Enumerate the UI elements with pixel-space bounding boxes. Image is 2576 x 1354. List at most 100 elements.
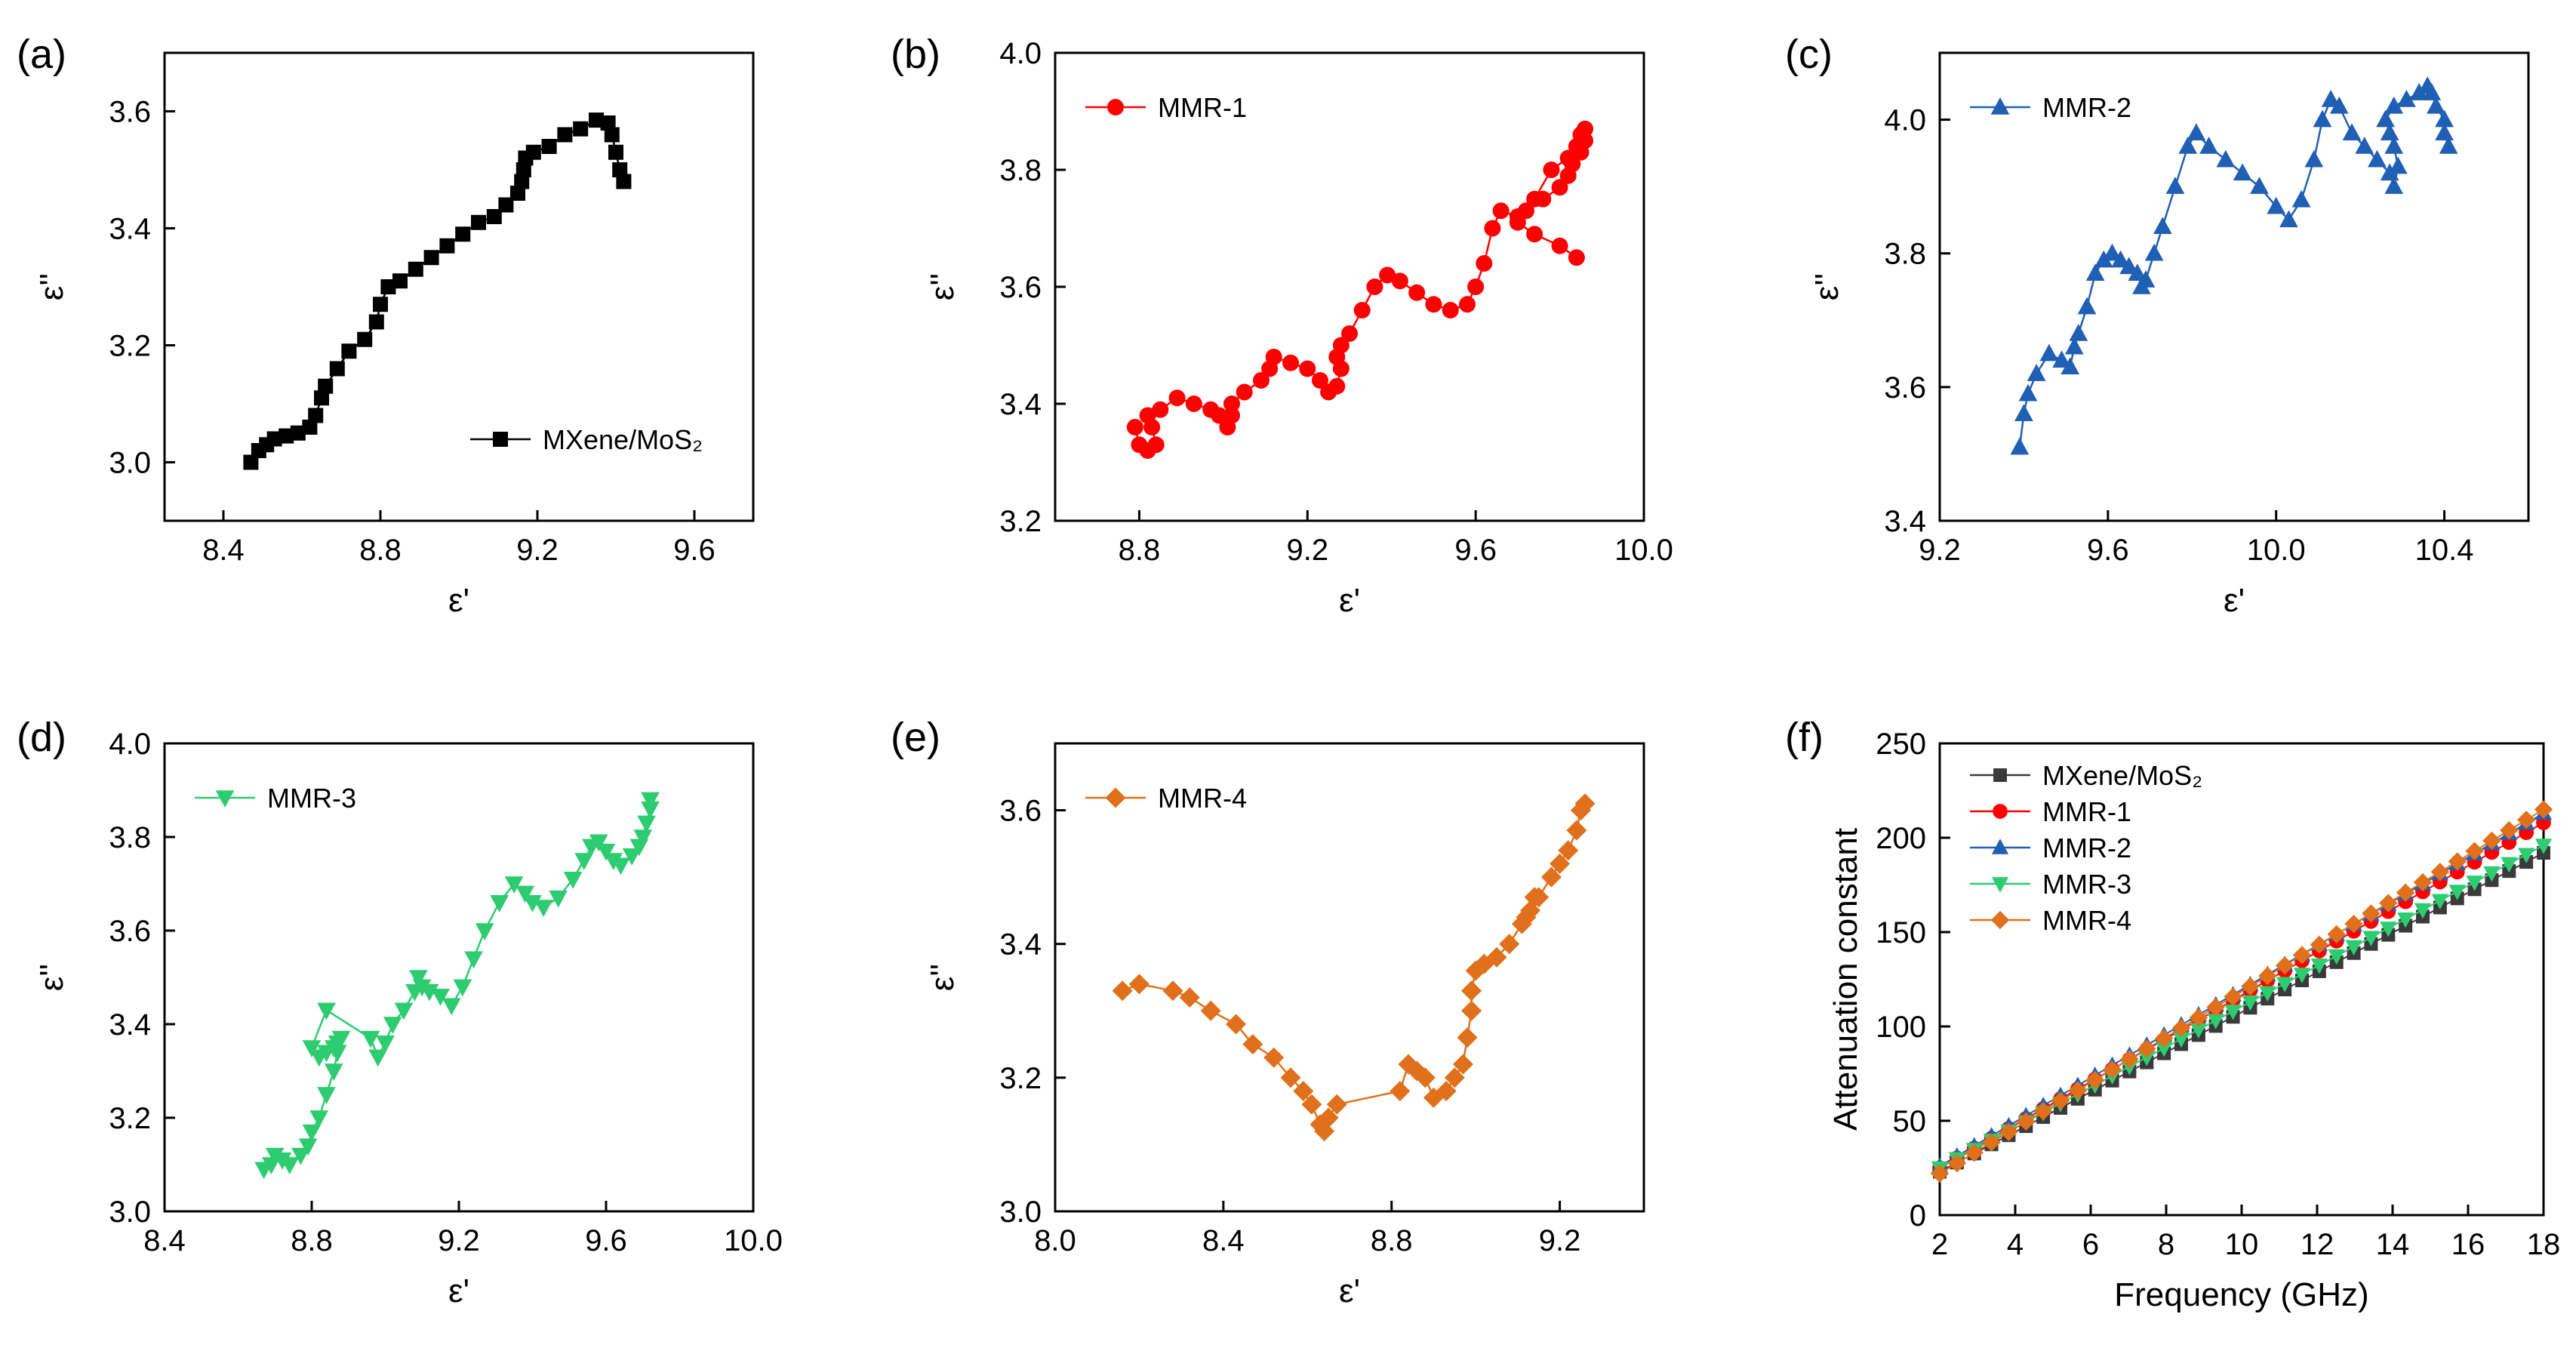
- plot-frame: [1054, 742, 1645, 1213]
- data-point: [2313, 109, 2332, 128]
- legend-label: MXene/MoS₂: [543, 424, 703, 455]
- data-point: [2430, 863, 2450, 882]
- data-point: [302, 1040, 322, 1057]
- data-point: [2077, 297, 2097, 315]
- data-point: [2327, 925, 2346, 944]
- x-tick-label: 8.8: [291, 1224, 333, 1257]
- data-point: [329, 361, 345, 377]
- data-point: [2156, 1041, 2173, 1057]
- data-point: [2199, 137, 2218, 154]
- data-point: [1223, 407, 1240, 424]
- data-point: [2310, 959, 2328, 974]
- y-tick-label: 3.0: [109, 447, 151, 480]
- legend: MMR-2: [1970, 92, 2131, 123]
- data-point: [392, 273, 408, 289]
- data-point: [2128, 263, 2147, 282]
- legend-marker: [1990, 910, 2010, 930]
- data-point: [2448, 885, 2466, 900]
- data-point: [498, 197, 514, 213]
- data-point: [622, 848, 642, 866]
- data-point: [1341, 325, 1358, 342]
- data-point: [2165, 177, 2185, 194]
- data-point: [1162, 980, 1183, 1002]
- x-tick-label: 10.0: [2247, 534, 2306, 567]
- data-point: [298, 1138, 318, 1156]
- data-point: [1139, 407, 1156, 424]
- data-point: [383, 1017, 402, 1034]
- legend-label: MMR-3: [2042, 869, 2131, 900]
- y-tick-label: 3.0: [109, 1196, 151, 1229]
- data-point: [1574, 793, 1596, 814]
- data-point: [2171, 1018, 2191, 1038]
- data-point: [2060, 357, 2080, 375]
- panel-b: (b) 8.8 9.2 9.6 10.0 3.2 3.4 3.6 3.8 4.0 ε' ε'' MMR-…: [891, 32, 1673, 619]
- x-tick-label: 9.6: [673, 534, 716, 567]
- x-tick-label: 8.8: [359, 534, 402, 567]
- data-point: [523, 895, 542, 912]
- data-point: [1459, 296, 1476, 313]
- x-tick-label: 9.6: [2087, 534, 2129, 567]
- data-point: [279, 428, 294, 444]
- panel-f: (f) 2 4 6 8 10 12 14 16 18 0 50 100 150 200 250 Frequenc…: [1785, 715, 2560, 1313]
- x-tick-label: 8.8: [1119, 534, 1161, 567]
- x-axis-label: Frequency (GHz): [2114, 1276, 2368, 1313]
- data-point: [2384, 96, 2404, 114]
- data-point: [318, 378, 334, 394]
- data-point: [633, 829, 653, 847]
- data-point: [1332, 337, 1350, 354]
- legend-marker: [215, 790, 235, 808]
- x-tick-label: 8.8: [1371, 1224, 1413, 1257]
- data-point: [2466, 875, 2483, 891]
- data-point: [1461, 980, 1482, 1002]
- panel-label: (e): [891, 715, 940, 760]
- data-point: [1492, 202, 1510, 220]
- panel-label: (c): [1785, 32, 1833, 77]
- data-point: [2207, 1014, 2224, 1029]
- data-point: [2482, 831, 2501, 851]
- data-point: [2064, 337, 2084, 355]
- data-point: [309, 1049, 329, 1067]
- data-point: [2018, 383, 2038, 402]
- y-tick-label: 50: [1893, 1105, 1927, 1138]
- data-point: [361, 1030, 380, 1048]
- data-point: [265, 1147, 285, 1165]
- data-point: [1253, 372, 1270, 389]
- data-point: [314, 390, 329, 406]
- series-0: [2010, 76, 2458, 455]
- x-tick-label: 12: [2301, 1228, 2334, 1261]
- data-point: [490, 895, 509, 912]
- data-point: [1577, 120, 1593, 137]
- data-point: [2051, 1091, 2070, 1110]
- data-point: [280, 1157, 300, 1174]
- data-point: [368, 314, 384, 330]
- data-point: [2534, 800, 2553, 819]
- legend-label: MMR-3: [267, 783, 356, 814]
- panel-label: (d): [17, 715, 66, 760]
- data-point: [2422, 83, 2442, 100]
- data-point: [2242, 995, 2259, 1011]
- x-tick-label: 8: [2158, 1228, 2174, 1261]
- series-line: [2018, 85, 2450, 448]
- legend: MMR-1: [1085, 92, 1247, 123]
- data-point: [2190, 1023, 2207, 1039]
- x-tick-label: 10.0: [1614, 534, 1673, 567]
- data-point: [1572, 143, 1590, 161]
- y-tick-label: 0: [1910, 1199, 1926, 1232]
- legend-marker: [1105, 787, 1126, 808]
- x-tick-label: 6: [2082, 1228, 2099, 1261]
- panel-label: (a): [17, 32, 66, 77]
- data-point: [1526, 226, 1543, 243]
- data-point: [1168, 389, 1186, 407]
- y-tick-label: 3.4: [999, 388, 1042, 421]
- legend-item: MXene/MoS₂: [470, 424, 703, 455]
- data-point: [1128, 974, 1150, 995]
- legend-item: MMR-1: [1970, 796, 2131, 827]
- data-point: [2397, 912, 2414, 928]
- data-point: [2111, 250, 2130, 268]
- y-tick-label: 4.0: [1884, 104, 1926, 137]
- data-point: [2103, 1060, 2122, 1079]
- series-0: [243, 112, 632, 470]
- data-point: [525, 144, 541, 160]
- y-axis-label: ε'': [33, 964, 70, 991]
- data-point: [373, 297, 388, 312]
